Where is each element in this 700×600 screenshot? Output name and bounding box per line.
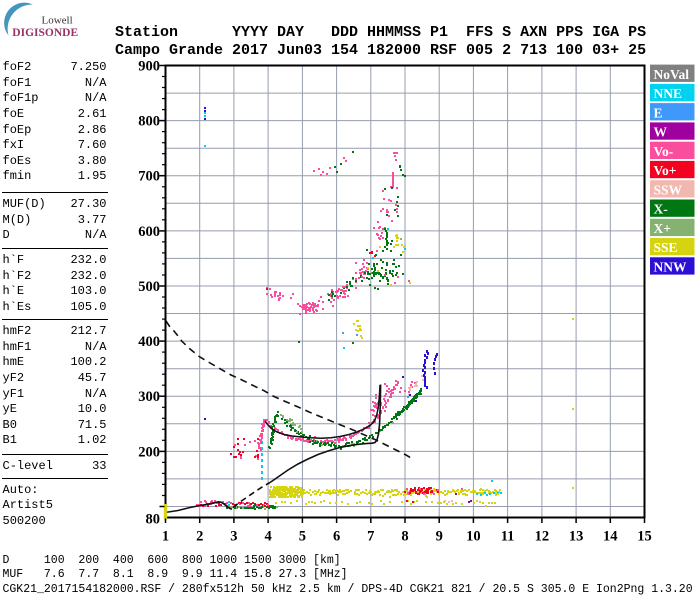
svg-text:NoVal: NoVal	[654, 67, 690, 82]
svg-text:W: W	[654, 125, 668, 140]
svg-text:9: 9	[436, 529, 443, 545]
svg-text:4: 4	[264, 529, 271, 545]
svg-text:500: 500	[138, 279, 160, 295]
svg-text:800: 800	[138, 114, 160, 130]
svg-text:E: E	[654, 105, 663, 120]
svg-text:3: 3	[230, 529, 237, 545]
svg-text:14: 14	[603, 529, 618, 545]
svg-text:5: 5	[299, 529, 306, 545]
svg-text:11: 11	[501, 529, 515, 545]
svg-text:NNW: NNW	[654, 260, 687, 275]
svg-text:700: 700	[138, 169, 160, 185]
svg-text:Vo+: Vo+	[654, 163, 677, 178]
svg-text:12: 12	[535, 529, 550, 545]
svg-text:NNE: NNE	[654, 86, 683, 101]
svg-text:600: 600	[138, 224, 160, 240]
svg-text:15: 15	[637, 529, 652, 545]
svg-text:900: 900	[138, 59, 160, 75]
svg-text:Vo-: Vo-	[654, 144, 674, 159]
svg-text:Lowell: Lowell	[42, 14, 73, 26]
svg-text:X-: X-	[654, 202, 668, 217]
svg-text:6: 6	[333, 529, 340, 545]
svg-text:300: 300	[138, 389, 160, 405]
svg-text:DIGISONDE: DIGISONDE	[12, 27, 78, 39]
svg-text:8: 8	[401, 529, 408, 545]
svg-text:400: 400	[138, 334, 160, 350]
svg-text:SSW: SSW	[654, 182, 683, 197]
svg-text:X+: X+	[654, 221, 671, 236]
svg-text:1: 1	[162, 529, 169, 545]
svg-text:7: 7	[367, 529, 374, 545]
svg-text:13: 13	[569, 529, 584, 545]
svg-text:80: 80	[146, 512, 161, 528]
svg-text:200: 200	[138, 444, 160, 460]
svg-text:10: 10	[466, 529, 481, 545]
svg-text:SSE: SSE	[654, 240, 678, 255]
svg-text:2: 2	[196, 529, 203, 545]
